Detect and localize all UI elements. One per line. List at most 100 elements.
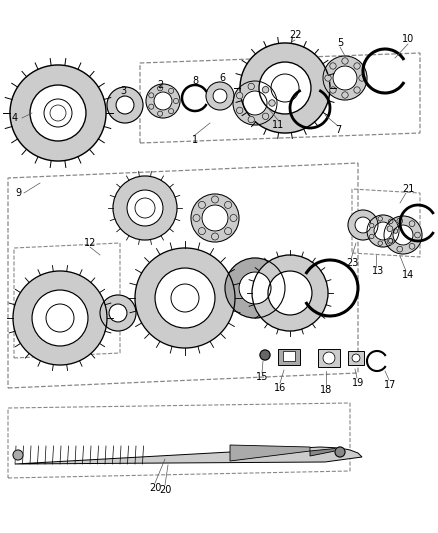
Circle shape (330, 63, 336, 69)
Text: 5: 5 (337, 38, 343, 48)
Circle shape (225, 228, 232, 235)
Circle shape (193, 214, 200, 222)
Circle shape (359, 75, 365, 81)
Text: 12: 12 (84, 238, 96, 248)
Circle shape (198, 228, 205, 235)
Polygon shape (230, 445, 310, 461)
Circle shape (173, 99, 179, 103)
Circle shape (342, 92, 348, 98)
Circle shape (10, 65, 106, 161)
Text: 17: 17 (384, 380, 396, 390)
Circle shape (212, 196, 219, 203)
Circle shape (32, 290, 88, 346)
Text: 19: 19 (352, 378, 364, 388)
Text: 23: 23 (346, 258, 358, 268)
Circle shape (393, 229, 398, 233)
Circle shape (202, 205, 228, 231)
Circle shape (135, 248, 235, 348)
Circle shape (268, 271, 312, 315)
Text: 4: 4 (12, 113, 18, 123)
Circle shape (149, 104, 154, 109)
Bar (283, 351, 295, 361)
Circle shape (378, 216, 382, 221)
Text: 22: 22 (289, 30, 301, 40)
Circle shape (239, 272, 271, 304)
Circle shape (225, 201, 232, 208)
Text: 1: 1 (192, 135, 198, 145)
Text: 15: 15 (256, 372, 268, 382)
Circle shape (198, 201, 205, 208)
Text: 13: 13 (372, 266, 384, 276)
Circle shape (206, 82, 234, 110)
Text: 21: 21 (402, 184, 414, 194)
Circle shape (354, 87, 360, 93)
Circle shape (415, 232, 420, 238)
Circle shape (243, 91, 267, 115)
Circle shape (397, 218, 403, 224)
Circle shape (389, 239, 393, 243)
Circle shape (146, 84, 180, 118)
Circle shape (342, 58, 348, 64)
Circle shape (240, 43, 330, 133)
Text: 7: 7 (335, 125, 341, 135)
Circle shape (262, 86, 269, 93)
Text: 6: 6 (219, 73, 225, 83)
Circle shape (230, 214, 237, 222)
Text: 20: 20 (149, 483, 161, 493)
Circle shape (154, 92, 172, 110)
Circle shape (374, 222, 392, 240)
Circle shape (248, 116, 254, 123)
Circle shape (409, 221, 415, 227)
Circle shape (127, 190, 163, 226)
Circle shape (352, 354, 360, 362)
Circle shape (100, 295, 136, 331)
Circle shape (237, 107, 243, 114)
Bar (278, 349, 300, 365)
Circle shape (333, 66, 357, 90)
Circle shape (269, 100, 275, 106)
Text: 8: 8 (192, 76, 198, 86)
Circle shape (354, 63, 360, 69)
Circle shape (323, 352, 335, 364)
Circle shape (225, 258, 285, 318)
Text: 14: 14 (402, 270, 414, 280)
Circle shape (113, 176, 177, 240)
Circle shape (330, 87, 336, 93)
Circle shape (158, 86, 162, 91)
Circle shape (387, 238, 393, 244)
Circle shape (13, 271, 107, 365)
Circle shape (13, 450, 23, 460)
Circle shape (393, 225, 413, 245)
Circle shape (387, 226, 393, 232)
Text: 2: 2 (157, 80, 163, 90)
Text: 9: 9 (15, 188, 21, 198)
Circle shape (389, 219, 393, 223)
Circle shape (262, 113, 269, 119)
Circle shape (323, 56, 367, 100)
Text: 11: 11 (272, 120, 284, 130)
Circle shape (169, 109, 173, 114)
Polygon shape (15, 447, 362, 464)
Circle shape (384, 216, 422, 254)
Circle shape (158, 111, 162, 116)
Circle shape (335, 447, 345, 457)
Polygon shape (310, 448, 340, 456)
Circle shape (191, 194, 239, 242)
Circle shape (109, 304, 127, 322)
Circle shape (248, 83, 254, 90)
Text: 18: 18 (320, 385, 332, 395)
Circle shape (252, 255, 328, 331)
Circle shape (212, 233, 219, 240)
Circle shape (213, 89, 227, 103)
Circle shape (397, 246, 403, 252)
Text: 20: 20 (159, 485, 171, 495)
Bar (348, 351, 364, 365)
Circle shape (116, 96, 134, 114)
Circle shape (107, 87, 143, 123)
Circle shape (149, 93, 154, 98)
Circle shape (409, 244, 415, 249)
Circle shape (367, 215, 399, 247)
Circle shape (370, 234, 374, 239)
Text: 16: 16 (274, 383, 286, 393)
Circle shape (233, 81, 277, 125)
